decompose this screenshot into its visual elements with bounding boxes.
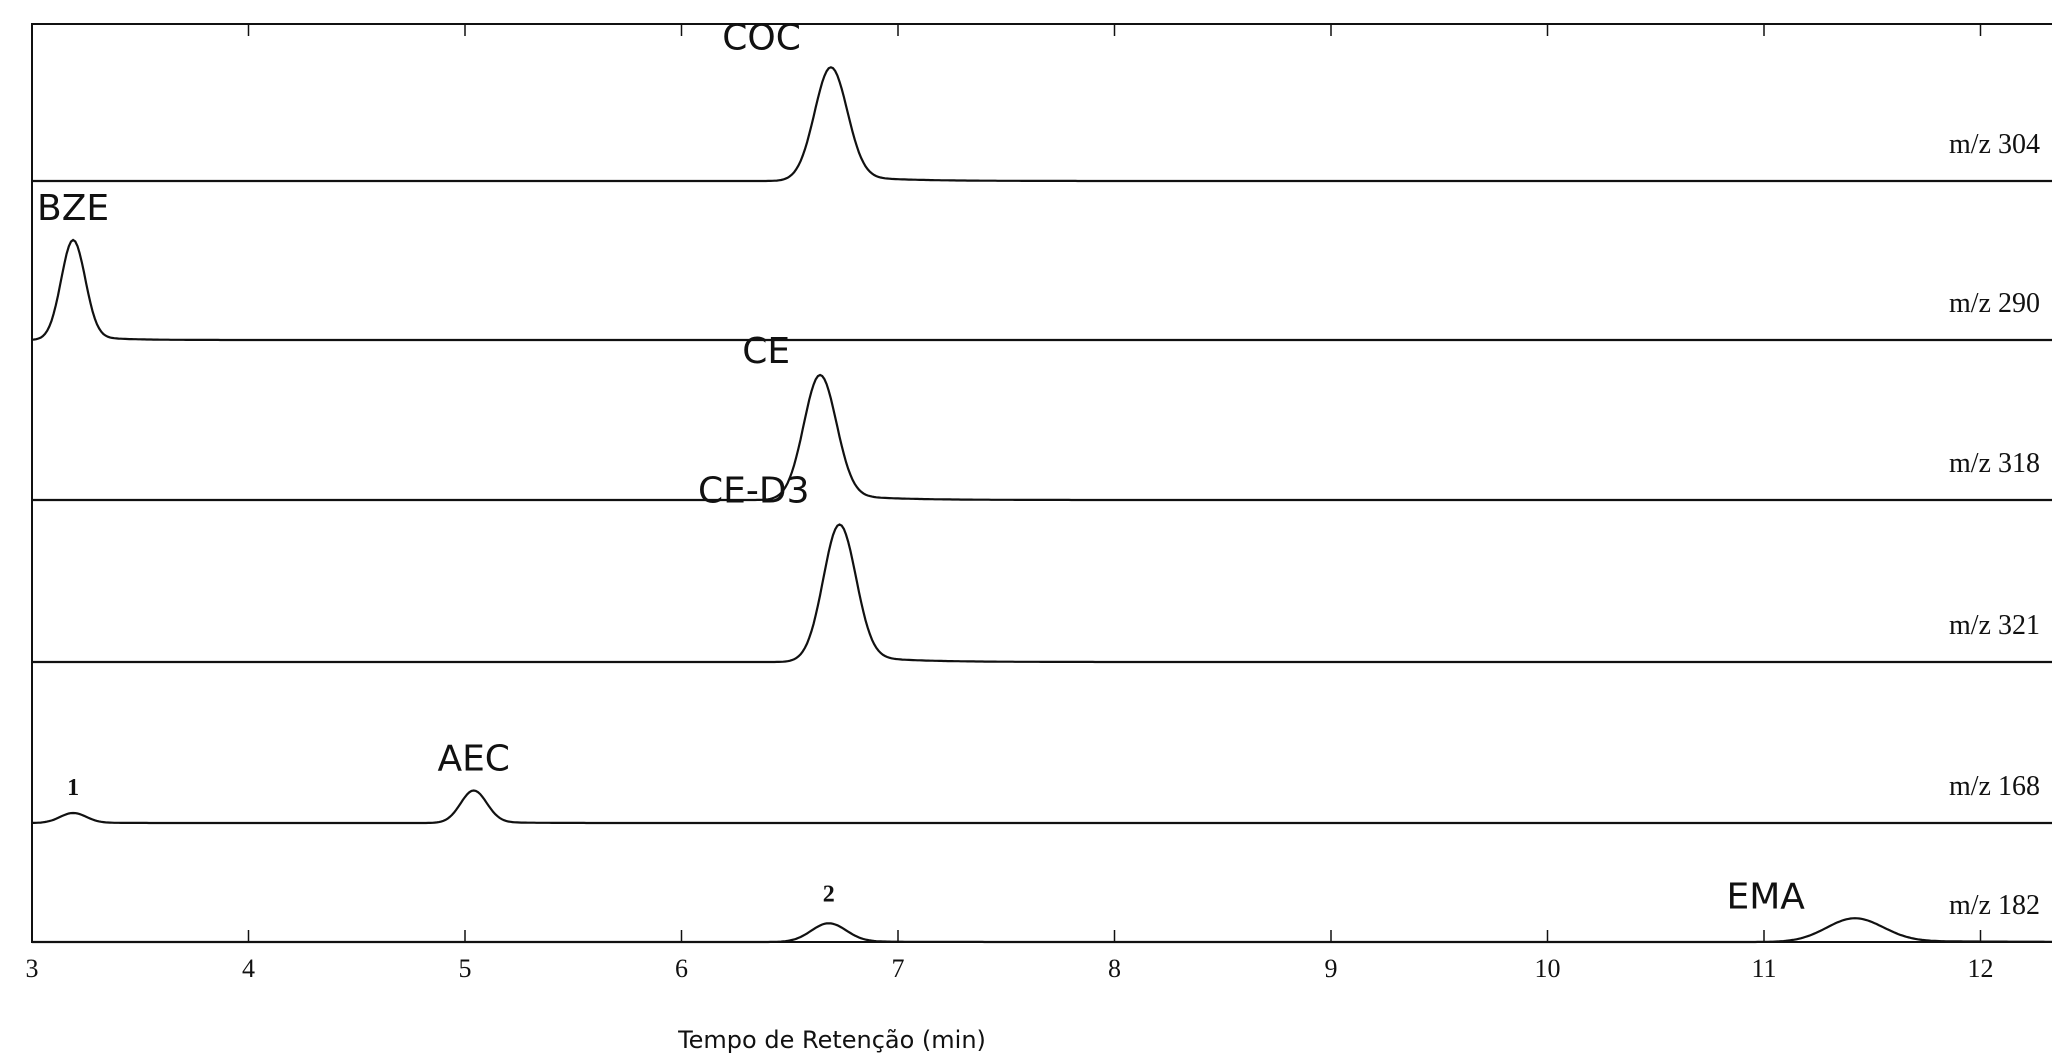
- peak-label: 1: [67, 775, 79, 801]
- peak-label: COC: [722, 17, 801, 58]
- x-axis-title: Tempo de Retenção (min): [677, 1026, 986, 1054]
- peak-label: CE-D3: [698, 471, 810, 512]
- trace-line-5: [32, 789, 2052, 825]
- traces-group: m/z 304 COC m/z 290 BZE m/z 318 CE m/z 321 CE-D…: [31, 17, 2052, 944]
- mz-label: m/z 168: [1949, 771, 2040, 802]
- peak-label: AEC: [437, 739, 510, 780]
- x-tick-label: 11: [1751, 954, 1776, 983]
- x-tick-label: 4: [242, 954, 255, 983]
- trace-line-2: [31, 238, 2052, 342]
- mz-label: m/z 304: [1949, 129, 2040, 160]
- peak-label: EMA: [1726, 876, 1805, 917]
- x-tick-label: 7: [892, 954, 905, 983]
- trace-line-3: [32, 373, 2052, 502]
- x-tick-label: 3: [26, 954, 39, 983]
- peak-label: 2: [823, 881, 835, 907]
- x-tick-label: 9: [1325, 954, 1338, 983]
- mz-label: m/z 290: [1949, 288, 2040, 319]
- x-tick-label: 10: [1535, 954, 1561, 983]
- ticks-group: 3 4 5 6 7 8 9 10 11 12: [26, 24, 1994, 983]
- trace-line-6: [32, 917, 2052, 944]
- trace-line-1: [32, 66, 2052, 183]
- mz-label: m/z 182: [1949, 890, 2040, 921]
- x-tick-label: 6: [675, 954, 688, 983]
- x-tick-label: 12: [1968, 954, 1994, 983]
- trace-line-4: [32, 523, 2052, 664]
- mz-label: m/z 321: [1949, 610, 2040, 641]
- x-tick-label: 8: [1108, 954, 1121, 983]
- mz-label: m/z 318: [1949, 448, 2040, 479]
- peak-label: BZE: [37, 188, 109, 229]
- x-tick-label: 5: [459, 954, 472, 983]
- plot-frame: [31, 23, 2052, 943]
- peak-label: CE: [742, 331, 790, 372]
